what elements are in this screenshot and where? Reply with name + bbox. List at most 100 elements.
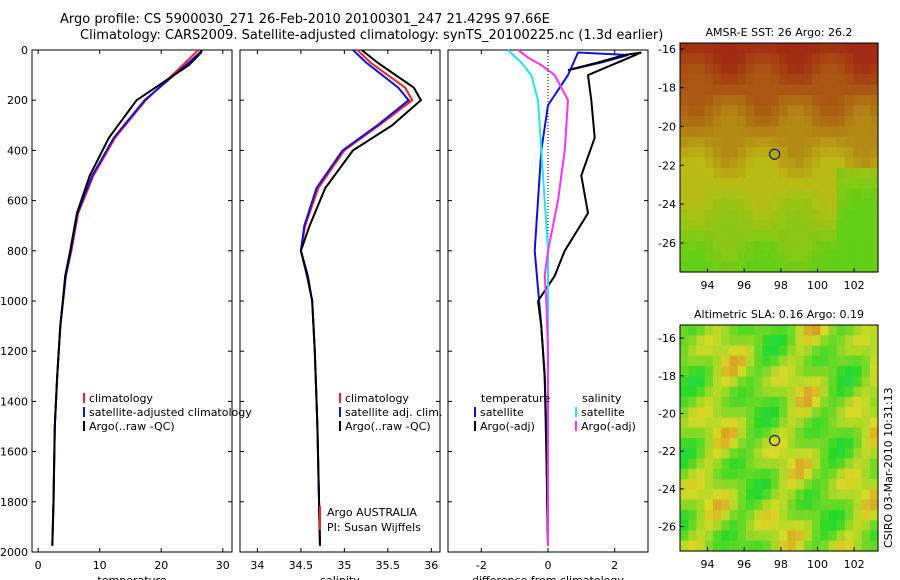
heatmap-cell	[869, 335, 879, 347]
heatmap-cell	[787, 345, 797, 357]
heatmap-cell	[754, 376, 764, 388]
heatmap-cell	[787, 220, 797, 231]
heatmap-cell	[828, 386, 838, 398]
heatmap-cell	[680, 499, 689, 511]
heatmap-cell	[770, 448, 780, 460]
heatmap-cell	[795, 251, 805, 263]
heatmap-cell	[820, 178, 830, 190]
heatmap-cell	[853, 240, 863, 252]
heatmap-cell	[688, 396, 698, 408]
heatmap-cell	[696, 43, 706, 54]
legend-climatology: climatology	[345, 392, 409, 405]
legend-header-salinity: salinity	[582, 392, 622, 405]
heatmap-cell	[845, 74, 854, 86]
heatmap-cell	[737, 386, 747, 398]
heatmap-cell	[688, 126, 698, 138]
heatmap-cell	[836, 199, 846, 211]
heatmap-cell	[845, 540, 854, 552]
heatmap-cell	[787, 468, 797, 480]
heatmap-cell	[721, 115, 731, 127]
heatmap-cell	[795, 199, 805, 211]
heatmap-cell	[713, 345, 722, 357]
heatmap-cell	[713, 105, 722, 117]
heatmap-cell	[680, 240, 689, 252]
x-tick-label: 0	[545, 559, 552, 572]
heatmap-cell	[795, 427, 805, 439]
heatmap-cell	[836, 366, 846, 377]
heatmap-cell	[770, 53, 780, 65]
x-axis-label: difference from climatology	[472, 574, 624, 580]
heatmap-cell	[787, 209, 797, 221]
heatmap-cell	[713, 407, 722, 419]
heatmap-cell	[746, 448, 755, 460]
heatmap-cell	[746, 136, 755, 148]
heatmap-cell	[820, 43, 830, 54]
heatmap-cell	[762, 366, 772, 377]
heatmap-cell	[746, 396, 755, 408]
heatmap-cell	[845, 335, 854, 347]
heatmap-cell	[836, 136, 846, 148]
heatmap-cell	[812, 167, 821, 179]
heatmap-cell	[762, 407, 772, 419]
heatmap-cell	[853, 209, 863, 221]
heatmap-cell	[812, 53, 821, 65]
heatmap-cell	[803, 540, 813, 552]
heatmap-cell	[729, 63, 739, 75]
heatmap-cell	[779, 157, 788, 169]
heatmap-cell	[836, 479, 846, 490]
heatmap-cell	[704, 355, 714, 367]
heatmap-cell	[820, 230, 830, 242]
sst-map	[680, 43, 879, 273]
heatmap-cell	[680, 509, 689, 521]
y-tick-label: -16	[658, 332, 676, 345]
heatmap-cell	[803, 251, 813, 263]
heatmap-cell	[853, 499, 863, 511]
heatmap-cell	[713, 230, 722, 242]
heatmap-cell	[713, 427, 722, 439]
heatmap-cell	[737, 220, 747, 231]
heatmap-cell	[812, 178, 821, 190]
heatmap-cell	[845, 438, 854, 449]
heatmap-cell	[713, 261, 722, 273]
heatmap-cell	[787, 74, 797, 86]
heatmap-cell	[688, 136, 698, 148]
heatmap-cell	[787, 489, 797, 501]
heatmap-cell	[779, 126, 788, 138]
heatmap-cell	[853, 479, 863, 490]
heatmap-cell	[803, 230, 813, 242]
heatmap-cell	[762, 448, 772, 460]
heatmap-cell	[828, 417, 838, 429]
heatmap-cell	[737, 366, 747, 377]
heatmap-cell	[746, 261, 755, 273]
heatmap-cell	[688, 458, 698, 470]
heatmap-cell	[680, 209, 689, 221]
heatmap-cell	[869, 345, 879, 357]
heatmap-cell	[688, 335, 698, 347]
heatmap-cell	[721, 489, 731, 501]
heatmap-cell	[762, 230, 772, 242]
heatmap-cell	[680, 520, 689, 532]
heatmap-cell	[861, 53, 871, 65]
heatmap-cell	[746, 126, 755, 138]
heatmap-cell	[688, 261, 698, 273]
heatmap-cell	[696, 499, 706, 511]
heatmap-cell	[853, 63, 863, 75]
x-tick-label: 34	[250, 559, 264, 572]
heatmap-cell	[680, 95, 689, 106]
heatmap-cell	[869, 157, 879, 169]
heatmap-cell	[779, 251, 788, 263]
heatmap-cell	[770, 63, 780, 75]
heatmap-cell	[680, 199, 689, 211]
heatmap-cell	[713, 220, 722, 231]
heatmap-cell	[836, 167, 846, 179]
heatmap-cell	[853, 325, 863, 336]
heatmap-cell	[779, 335, 788, 347]
heatmap-cell	[803, 376, 813, 388]
heatmap-cell	[812, 199, 821, 211]
heatmap-cell	[795, 520, 805, 532]
heatmap-cell	[696, 417, 706, 429]
heatmap-cell	[721, 458, 731, 470]
heatmap-cell	[762, 199, 772, 211]
heatmap-cell	[754, 105, 764, 117]
heatmap-cell	[737, 178, 747, 190]
